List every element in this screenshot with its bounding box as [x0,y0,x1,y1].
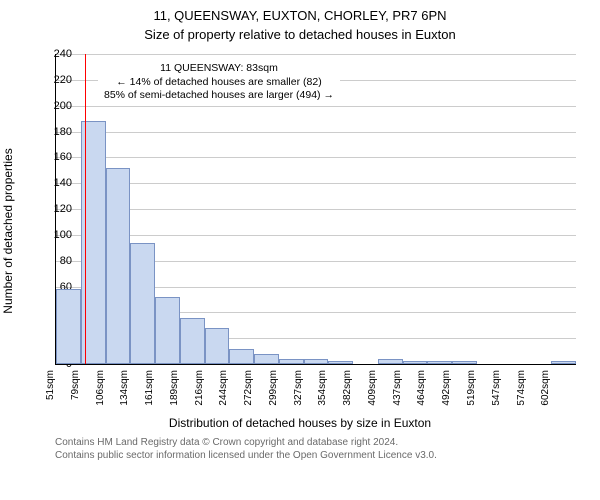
bar-slot: 51sqm [56,54,81,364]
x-tick-label: 574sqm [516,370,527,406]
bar-slot: 547sqm [502,54,527,364]
histogram-bar [155,297,180,364]
histogram-bar [254,354,279,364]
histogram-bar [130,243,155,364]
bar-slot: 574sqm [527,54,552,364]
histogram-bar [106,168,131,364]
chart-area: Number of detached properties 51sqm79sqm… [0,46,600,416]
histogram-bar [180,318,205,365]
bar-slot: 602sqm [551,54,576,364]
x-tick-label: 299sqm [268,370,279,406]
x-tick-label: 272sqm [243,370,254,406]
y-axis-title: Number of detached properties [1,148,15,313]
bar-slot: 409sqm [378,54,403,364]
histogram-bar [229,349,254,365]
x-tick-label: 327sqm [293,370,304,406]
x-tick-label: 134sqm [119,370,130,406]
histogram-bar [205,328,230,364]
x-axis-title: Distribution of detached houses by size … [0,416,600,430]
x-tick-label: 354sqm [317,370,328,406]
callout-line-3: 85% of semi-detached houses are larger (… [104,89,334,103]
callout-line-1: 11 QUEENSWAY: 83sqm [104,62,334,76]
x-tick-label: 492sqm [441,370,452,406]
x-tick-label: 437sqm [392,370,403,406]
x-tick-label: 51sqm [45,370,56,400]
histogram-bar [279,359,304,364]
x-tick-label: 547sqm [491,370,502,406]
x-tick-label: 382sqm [342,370,353,406]
plot-area: 51sqm79sqm106sqm134sqm161sqm189sqm216sqm… [55,54,576,365]
x-tick-label: 161sqm [144,370,155,406]
x-tick-label: 464sqm [416,370,427,406]
x-tick-label: 189sqm [169,370,180,406]
callout-line-2: ← 14% of detached houses are smaller (82… [104,76,334,90]
x-tick-label: 602sqm [540,370,551,406]
histogram-bar [551,361,576,364]
footer-line-2: Contains public sector information licen… [55,449,590,462]
x-tick-label: 79sqm [70,370,81,400]
histogram-bar [427,361,452,364]
x-tick-label: 216sqm [194,370,205,406]
bar-slot: 382sqm [353,54,378,364]
x-tick-label: 244sqm [218,370,229,406]
bar-slot: 437sqm [403,54,428,364]
footer: Contains HM Land Registry data © Crown c… [0,430,600,462]
marker-line [85,54,86,364]
bar-slot: 492sqm [452,54,477,364]
callout-box: 11 QUEENSWAY: 83sqm ← 14% of detached ho… [98,60,340,105]
histogram-bar [452,361,477,364]
histogram-bar [328,361,353,364]
bar-slot: 464sqm [427,54,452,364]
x-tick-label: 409sqm [367,370,378,406]
bar-slot: 519sqm [477,54,502,364]
x-tick-label: 519sqm [466,370,477,406]
footer-line-1: Contains HM Land Registry data © Crown c… [55,436,590,449]
histogram-bar [403,361,428,364]
histogram-bar [378,359,403,364]
chart-title-sub: Size of property relative to detached ho… [0,23,600,46]
histogram-bar [56,289,81,364]
histogram-bar [304,359,329,364]
x-tick-label: 106sqm [95,370,106,406]
chart-title-main: 11, QUEENSWAY, EUXTON, CHORLEY, PR7 6PN [0,0,600,23]
